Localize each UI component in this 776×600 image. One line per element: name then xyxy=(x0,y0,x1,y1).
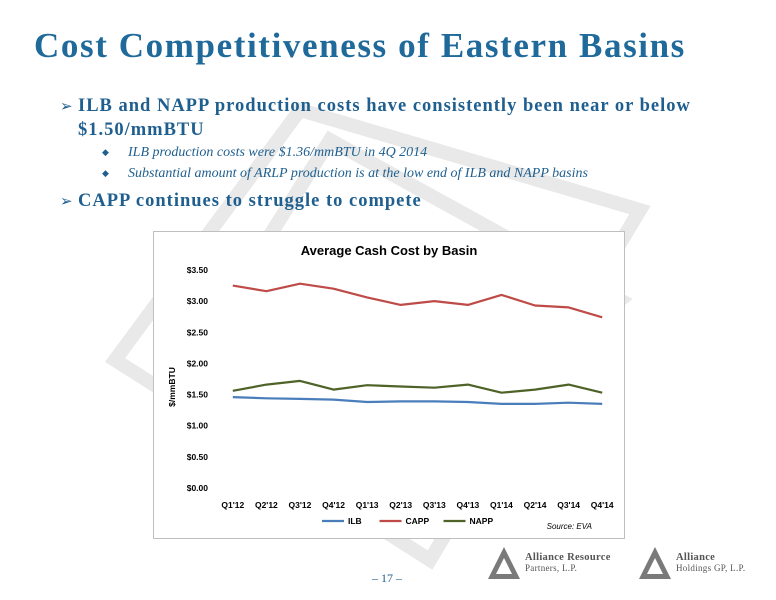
y-axis-label: $/mmBTU xyxy=(167,367,177,407)
logo-subname: Holdings GP, L.P. xyxy=(676,563,746,573)
bullet-list: ➢ ILB and NAPP production costs have con… xyxy=(60,94,750,213)
y-tick-label: $1.50 xyxy=(187,390,209,400)
sub-bullet-item: ◆ ILB production costs were $1.36/mmBTU … xyxy=(60,143,750,163)
triangle-logo-icon xyxy=(639,547,671,579)
series-line-napp xyxy=(232,379,603,394)
y-tick-label: $3.00 xyxy=(187,296,209,306)
legend-label: ILB xyxy=(348,516,362,526)
arrow-bullet-icon: ➢ xyxy=(60,192,74,210)
page-number: – 17 – xyxy=(372,571,402,585)
line-chart: Average Cash Cost by Basin $0.00 $0.50 $1.… xyxy=(167,243,614,531)
x-tick-label: Q1'12 xyxy=(221,500,244,510)
sub-bullet-text: Substantial amount of ARLP production is… xyxy=(128,166,588,181)
ahgp-logo: Alliance Holdings GP, L.P. xyxy=(638,546,768,582)
legend-label: NAPP xyxy=(470,516,494,526)
logo-name: Alliance Resource xyxy=(525,552,611,563)
diamond-bullet-icon: ◆ xyxy=(102,169,109,179)
bullet-item: ➢ CAPP continues to struggle to compete xyxy=(60,189,750,213)
bullet-item: ➢ ILB and NAPP production costs have con… xyxy=(60,94,750,142)
legend-label: CAPP xyxy=(406,516,430,526)
logo-name: Alliance xyxy=(676,552,716,563)
sub-bullet-item: ◆ Substantial amount of ARLP production … xyxy=(60,164,750,184)
y-tick-label: $2.50 xyxy=(187,327,209,337)
x-tick-label: Q2'14 xyxy=(524,500,547,510)
series-line-capp xyxy=(232,282,603,319)
x-tick-label: Q1'14 xyxy=(490,500,513,510)
chart-frame: Average Cash Cost by Basin $0.00 $0.50 $1.… xyxy=(153,231,625,539)
x-tick-label: Q2'13 xyxy=(389,500,412,510)
slide-title: Cost Competitiveness of Eastern Basins xyxy=(34,26,686,65)
x-tick-label: Q3'12 xyxy=(289,500,312,510)
bullet-text: CAPP continues to struggle to compete xyxy=(78,191,422,211)
arlp-logo: Alliance Resource Partners, L.P. xyxy=(487,546,637,582)
y-tick-label: $3.50 xyxy=(187,265,209,275)
y-tick-label: $2.00 xyxy=(187,358,209,368)
x-tick-label: Q3'14 xyxy=(557,500,580,510)
diamond-bullet-icon: ◆ xyxy=(102,148,109,158)
chart-title: Average Cash Cost by Basin xyxy=(301,243,478,258)
x-tick-label: Q4'12 xyxy=(322,500,345,510)
x-tick-label: Q4'13 xyxy=(456,500,479,510)
y-tick-label: $1.00 xyxy=(187,421,209,431)
series-line-ilb xyxy=(232,396,603,405)
logo-subname: Partners, L.P. xyxy=(525,563,578,573)
x-tick-label: Q4'14 xyxy=(591,500,614,510)
bullet-text: ILB and NAPP production costs have consi… xyxy=(78,96,691,140)
x-tick-label: Q3'13 xyxy=(423,500,446,510)
triangle-logo-icon xyxy=(488,547,520,579)
sub-bullet-text: ILB production costs were $1.36/mmBTU in… xyxy=(128,145,428,160)
chart-source-note: Source: EVA xyxy=(547,522,592,531)
arrow-bullet-icon: ➢ xyxy=(60,97,74,115)
x-tick-label: Q2'12 xyxy=(255,500,278,510)
x-tick-label: Q1'13 xyxy=(356,500,379,510)
y-tick-label: $0.50 xyxy=(187,452,209,462)
y-tick-label: $0.00 xyxy=(187,483,209,493)
